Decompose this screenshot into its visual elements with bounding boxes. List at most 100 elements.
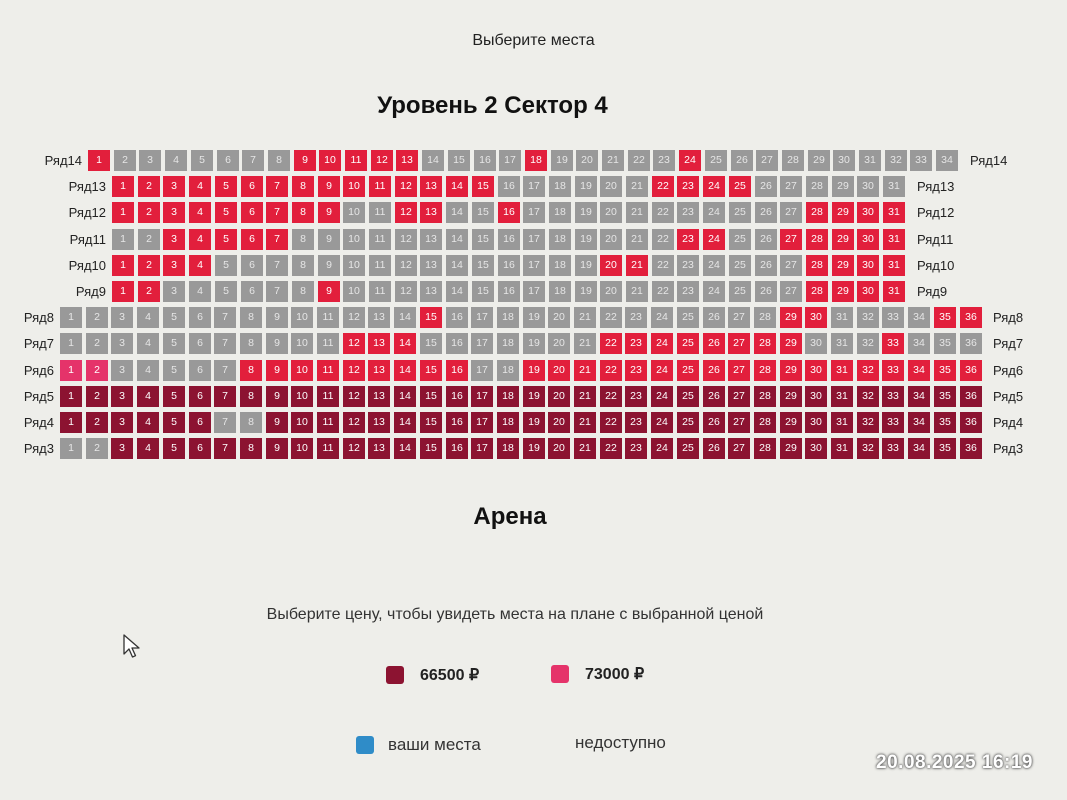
seat[interactable]: 29 <box>780 438 802 459</box>
seat[interactable]: 22 <box>600 386 622 407</box>
seat[interactable]: 10 <box>291 386 313 407</box>
seat[interactable]: 25 <box>677 386 699 407</box>
seat[interactable]: 36 <box>960 412 982 433</box>
seat[interactable]: 30 <box>805 386 827 407</box>
seat[interactable]: 9 <box>294 150 316 171</box>
seat[interactable]: 13 <box>420 176 442 197</box>
seat[interactable]: 28 <box>754 438 776 459</box>
seat[interactable]: 9 <box>266 360 288 381</box>
seat[interactable]: 16 <box>446 360 468 381</box>
seat[interactable]: 27 <box>780 229 802 250</box>
seat[interactable]: 19 <box>523 438 545 459</box>
seat[interactable]: 35 <box>934 307 956 328</box>
seat[interactable]: 13 <box>420 202 442 223</box>
seat[interactable]: 20 <box>548 360 570 381</box>
seat[interactable]: 11 <box>317 360 339 381</box>
seat[interactable]: 10 <box>343 176 365 197</box>
seat[interactable]: 3 <box>163 202 185 223</box>
seat[interactable]: 25 <box>677 333 699 354</box>
seat[interactable]: 15 <box>420 412 442 433</box>
seat[interactable]: 24 <box>651 360 673 381</box>
seat[interactable]: 15 <box>420 438 442 459</box>
seat[interactable]: 31 <box>883 229 905 250</box>
seat[interactable]: 30 <box>857 202 879 223</box>
seat[interactable]: 13 <box>368 360 390 381</box>
seat[interactable]: 13 <box>368 333 390 354</box>
seat[interactable]: 18 <box>497 412 519 433</box>
seat[interactable]: 25 <box>729 176 751 197</box>
seat[interactable]: 31 <box>831 386 853 407</box>
seat[interactable]: 7 <box>266 176 288 197</box>
seat[interactable]: 31 <box>831 438 853 459</box>
seat[interactable]: 30 <box>805 307 827 328</box>
seat[interactable]: 14 <box>394 412 416 433</box>
seat[interactable]: 4 <box>137 412 159 433</box>
seat[interactable]: 26 <box>703 412 725 433</box>
seat[interactable]: 10 <box>291 438 313 459</box>
seat[interactable]: 21 <box>574 360 596 381</box>
seat[interactable]: 12 <box>371 150 393 171</box>
seat[interactable]: 5 <box>163 412 185 433</box>
seat[interactable]: 4 <box>189 229 211 250</box>
seat[interactable]: 30 <box>805 360 827 381</box>
seat[interactable]: 21 <box>574 386 596 407</box>
seat[interactable]: 28 <box>754 360 776 381</box>
seat[interactable]: 3 <box>111 412 133 433</box>
seat[interactable]: 20 <box>548 386 570 407</box>
seat[interactable]: 17 <box>471 438 493 459</box>
seat[interactable]: 1 <box>112 255 134 276</box>
seat[interactable]: 32 <box>857 360 879 381</box>
seat[interactable]: 4 <box>189 255 211 276</box>
seat[interactable]: 14 <box>394 438 416 459</box>
seat[interactable]: 12 <box>343 412 365 433</box>
seat[interactable]: 24 <box>651 333 673 354</box>
seat[interactable]: 11 <box>317 412 339 433</box>
seat[interactable]: 7 <box>214 386 236 407</box>
seat[interactable]: 33 <box>882 360 904 381</box>
seat[interactable]: 27 <box>728 438 750 459</box>
seat[interactable]: 15 <box>472 176 494 197</box>
seat[interactable]: 5 <box>215 176 237 197</box>
seat[interactable]: 33 <box>882 333 904 354</box>
seat[interactable]: 6 <box>241 229 263 250</box>
seat[interactable]: 9 <box>266 438 288 459</box>
seat[interactable]: 23 <box>677 176 699 197</box>
seat[interactable]: 18 <box>525 150 547 171</box>
seat[interactable]: 16 <box>498 202 520 223</box>
seat[interactable]: 23 <box>625 360 647 381</box>
seat[interactable]: 29 <box>832 255 854 276</box>
seat[interactable]: 32 <box>857 386 879 407</box>
seat[interactable]: 24 <box>703 229 725 250</box>
seat[interactable]: 22 <box>600 360 622 381</box>
seat[interactable]: 18 <box>497 438 519 459</box>
seat[interactable]: 6 <box>189 412 211 433</box>
seat[interactable]: 9 <box>318 202 340 223</box>
seat[interactable]: 19 <box>523 386 545 407</box>
seat[interactable]: 29 <box>780 307 802 328</box>
seat[interactable]: 2 <box>138 176 160 197</box>
seat[interactable]: 31 <box>831 360 853 381</box>
seat[interactable]: 8 <box>292 202 314 223</box>
seat[interactable]: 20 <box>548 438 570 459</box>
seat[interactable]: 9 <box>318 281 340 302</box>
seat[interactable]: 28 <box>806 255 828 276</box>
seat[interactable]: 12 <box>343 360 365 381</box>
seat[interactable]: 8 <box>240 386 262 407</box>
seat[interactable]: 15 <box>420 386 442 407</box>
seat[interactable]: 13 <box>396 150 418 171</box>
seat[interactable]: 28 <box>754 386 776 407</box>
seat[interactable]: 35 <box>934 360 956 381</box>
seat[interactable]: 34 <box>908 360 930 381</box>
seat[interactable]: 18 <box>497 386 519 407</box>
seat[interactable]: 9 <box>266 386 288 407</box>
seat[interactable]: 14 <box>394 360 416 381</box>
seat[interactable]: 23 <box>625 333 647 354</box>
seat[interactable]: 12 <box>343 333 365 354</box>
seat[interactable]: 29 <box>780 360 802 381</box>
seat[interactable]: 30 <box>805 438 827 459</box>
seat[interactable]: 2 <box>86 386 108 407</box>
seat[interactable]: 6 <box>189 438 211 459</box>
seat[interactable]: 22 <box>652 176 674 197</box>
seat[interactable]: 26 <box>703 438 725 459</box>
seat[interactable]: 15 <box>420 307 442 328</box>
